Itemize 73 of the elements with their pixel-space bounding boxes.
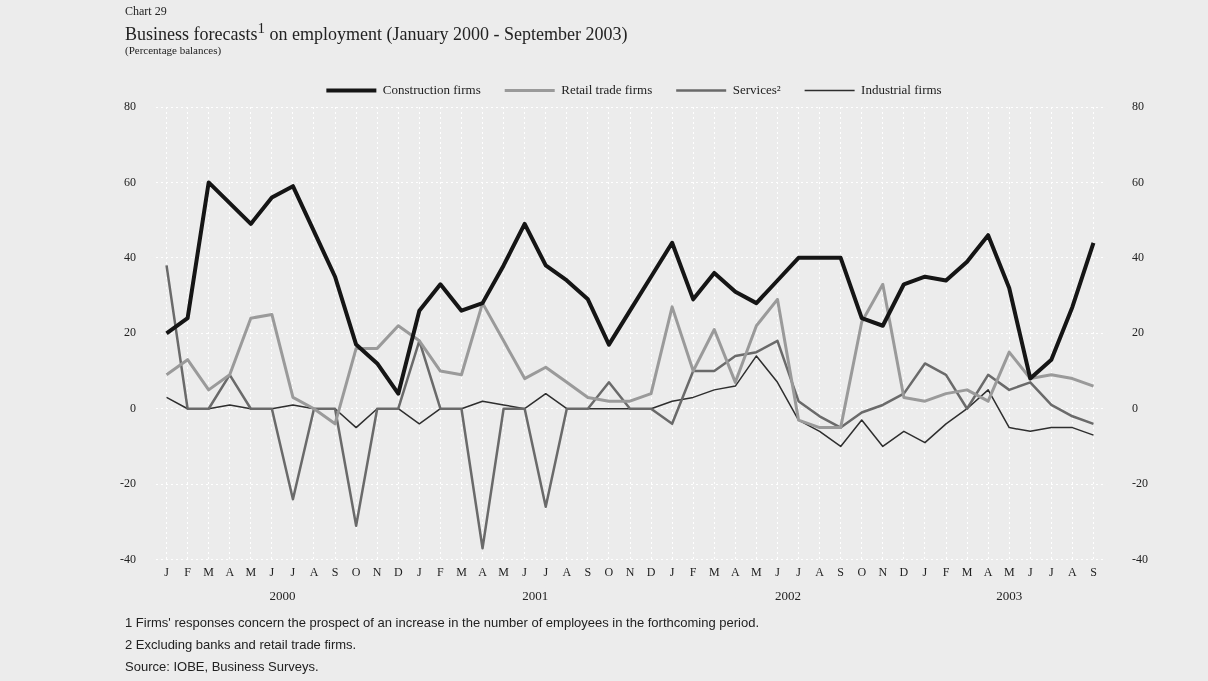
y2-tick-label: 80 xyxy=(1132,99,1144,114)
x-tick-label: O xyxy=(351,564,361,579)
x-tick-label: J xyxy=(522,564,528,579)
x-tick-label: N xyxy=(625,564,635,579)
x-tick-label: J xyxy=(669,564,675,579)
x-tick-label: A xyxy=(1068,564,1078,579)
x-tick-label: S xyxy=(331,564,339,579)
text: 2002 xyxy=(775,587,801,603)
x-tick-label: A xyxy=(225,564,235,579)
x-tick-label: J xyxy=(290,564,296,579)
source-note: Source: IOBE, Business Surveys. xyxy=(125,658,320,676)
text: 1 Firms' responses concern the prospect of an increase in the number of employees in the forthcoming period. xyxy=(125,614,760,632)
x-tick-label: A xyxy=(562,564,572,579)
text: 2 Excluding banks and retail trade firms. xyxy=(125,636,358,654)
x-tick-label: A xyxy=(309,564,319,579)
x-tick-label: O xyxy=(604,564,614,579)
x-tick-label: J xyxy=(269,564,275,579)
x-tick-label: J xyxy=(796,564,802,579)
x-tick-label: J xyxy=(164,564,170,579)
x-tick-label: J xyxy=(922,564,928,579)
x-tick-label: J xyxy=(1027,564,1033,579)
x-tick-label: S xyxy=(584,564,592,579)
x-tick-label: J xyxy=(1049,564,1054,579)
x-tick-label: F xyxy=(184,564,192,579)
y-tick-label: -20 xyxy=(120,476,136,491)
x-tick-label: N xyxy=(878,564,888,579)
x-tick-label: D xyxy=(899,564,909,579)
x-tick-label: F xyxy=(942,564,950,579)
x-tick-label: J xyxy=(775,564,781,579)
text: 2000 xyxy=(269,587,296,603)
x-tick-label: M xyxy=(498,564,510,579)
legend-label: Construction firms xyxy=(382,81,481,97)
x-tick-label: O xyxy=(857,564,867,579)
x-tick-label: N xyxy=(372,564,382,579)
y-tick-label: 60 xyxy=(124,174,136,189)
chart-subtitle: (Percentage balances) xyxy=(125,44,222,56)
y-tick-label: 0 xyxy=(130,400,136,415)
text: 2003 xyxy=(996,587,1023,603)
x-tick-label: A xyxy=(983,564,993,579)
chart-title: Business forecasts$^{1}$ on employment (January 2000 - September 2003) xyxy=(125,20,628,45)
x-tick-label: D xyxy=(646,564,656,579)
x-tick-label: M xyxy=(245,564,257,579)
x-tick-label: A xyxy=(731,564,740,579)
y2-tick-label: 60 xyxy=(1132,174,1144,189)
legend-label: Retail trade firms xyxy=(561,81,653,97)
y-tick-label: -40 xyxy=(120,551,136,566)
y2-tick-label: -40 xyxy=(1132,551,1148,566)
x-tick-label: S xyxy=(1090,564,1097,579)
x-tick-label: M xyxy=(751,564,763,579)
x-tick-label: M xyxy=(456,564,468,579)
x-tick-label: F xyxy=(689,564,697,579)
legend-label: Industrial firms xyxy=(861,81,942,97)
x-tick-label: M xyxy=(708,564,720,579)
x-tick-label: J xyxy=(417,564,422,579)
y2-tick-label: -20 xyxy=(1132,476,1148,491)
x-tick-label: D xyxy=(393,564,403,579)
x-tick-label: J xyxy=(543,564,549,579)
text: 2001 xyxy=(522,587,549,603)
x-tick-label: S xyxy=(837,564,845,579)
x-tick-label: M xyxy=(203,564,215,579)
x-tick-label: M xyxy=(961,564,973,579)
y2-tick-label: 40 xyxy=(1132,250,1144,265)
y2-tick-label: 0 xyxy=(1132,400,1138,415)
y2-tick-label: 20 xyxy=(1132,325,1144,340)
y-tick-label: 20 xyxy=(124,325,136,340)
y-tick-label: 80 xyxy=(124,99,136,114)
x-tick-label: A xyxy=(478,564,488,579)
x-tick-label: A xyxy=(815,564,825,579)
x-tick-label: M xyxy=(1003,564,1015,579)
caption: Chart 29 xyxy=(125,4,167,19)
legend-label: Services² xyxy=(732,81,781,97)
y-tick-label: 40 xyxy=(124,250,136,265)
x-tick-label: F xyxy=(437,564,445,579)
